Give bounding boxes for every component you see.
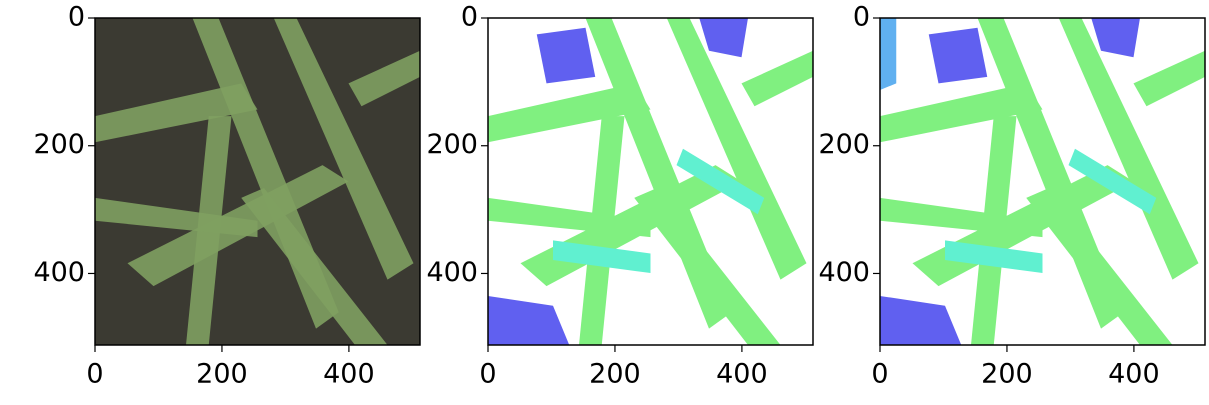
x-tick-label: 200	[981, 359, 1033, 390]
mask-region	[929, 28, 988, 84]
x-tick-label: 200	[196, 359, 248, 390]
mask-region	[537, 28, 596, 84]
x-tick-label: 0	[479, 359, 496, 390]
y-tick-label: 0	[461, 2, 478, 33]
figure: 0 200 400 0 200 400 0 200 400 0 200 400 0 200 400 0 200 4…	[0, 0, 1209, 405]
x-tick-label: 400	[1108, 359, 1160, 390]
mask-region	[880, 18, 896, 90]
y-tick-label: 400	[818, 257, 870, 288]
y-tick-label: 0	[68, 2, 85, 33]
x-tick-label: 0	[871, 359, 888, 390]
image	[880, 18, 1205, 345]
y-tick-label: 200	[426, 129, 478, 160]
y-tick-label: 400	[426, 257, 478, 288]
x-tick-label: 200	[589, 359, 641, 390]
y-tick-label: 400	[33, 257, 85, 288]
x-tick-label: 400	[716, 359, 768, 390]
image	[488, 18, 813, 345]
y-tick-label: 0	[853, 2, 870, 33]
y-tick-label: 200	[33, 129, 85, 160]
x-tick-label: 400	[323, 359, 375, 390]
x-tick-label: 0	[86, 359, 103, 390]
y-tick-label: 200	[818, 129, 870, 160]
image	[95, 18, 420, 345]
